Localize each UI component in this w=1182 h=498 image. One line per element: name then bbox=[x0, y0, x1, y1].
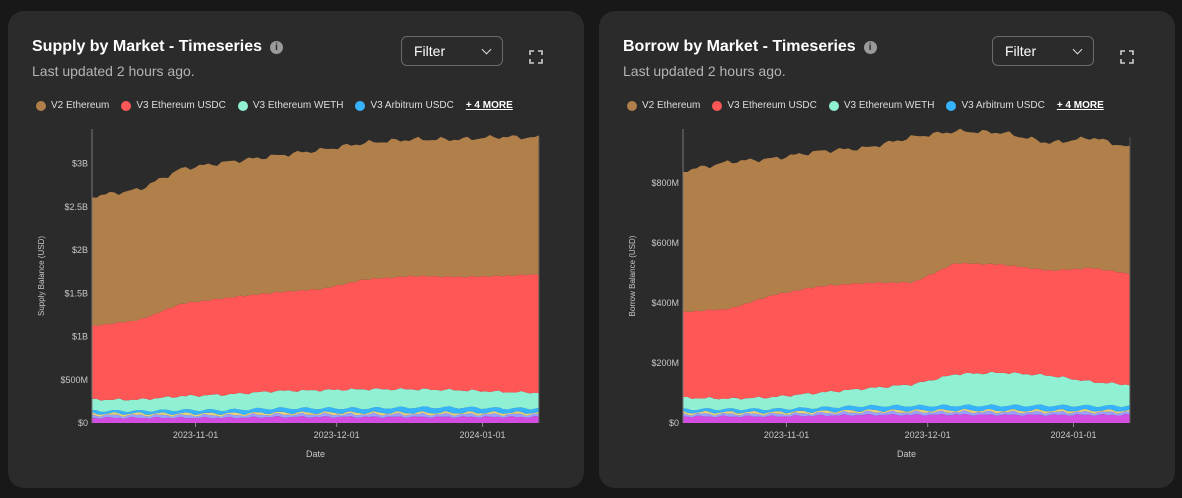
chart-legend: V2 Ethereum V3 Ethereum USDC V3 Ethereum… bbox=[36, 100, 513, 111]
y-tick-label: $1B bbox=[72, 332, 88, 342]
area-series-others-2 bbox=[92, 412, 539, 419]
legend-item[interactable]: V3 Ethereum USDC bbox=[712, 100, 817, 111]
supply-area-chart: $0 $500M $1B $1.5B $2B $2.5B $3B 2023-11-01 2023… bbox=[37, 129, 540, 459]
area-series-v3-ethereum-usdc bbox=[683, 262, 1130, 400]
y-tick-label: $400M bbox=[651, 298, 679, 308]
y-tick-label: $2B bbox=[72, 245, 88, 255]
expand-icon[interactable] bbox=[529, 50, 543, 64]
chart-legend: V2 Ethereum V3 Ethereum USDC V3 Ethereum… bbox=[627, 100, 1104, 111]
legend-swatch bbox=[36, 100, 46, 111]
y-tick-label: $800M bbox=[651, 178, 679, 188]
area-series-v3-arbitrum-usdc bbox=[683, 404, 1130, 414]
area-series-v3-ethereum-weth bbox=[92, 388, 539, 413]
legend-label: V3 Ethereum USDC bbox=[136, 100, 226, 111]
y-axis-label: Borrow Balance (USD) bbox=[628, 235, 637, 316]
borrow-area-chart: $0 $200M $400M $600M $800M 2023-11-01 2023-12-… bbox=[628, 128, 1131, 459]
chart-title: Supply by Market - Timeseries i bbox=[32, 38, 284, 56]
filter-label: Filter bbox=[414, 43, 446, 59]
x-tick-label: 2024-01-01 bbox=[460, 430, 506, 440]
legend-label: V3 Ethereum WETH bbox=[843, 100, 935, 111]
y-tick-label: $500M bbox=[60, 375, 88, 385]
y-tick-label: $1.5B bbox=[64, 288, 88, 298]
chart-subtitle: Last updated 2 hours ago. bbox=[623, 63, 786, 79]
x-tick-label: 2024-01-01 bbox=[1051, 430, 1097, 440]
legend-label: V3 Arbitrum USDC bbox=[370, 100, 454, 111]
area-series-others-3 bbox=[683, 408, 1130, 416]
legend-label: V3 Arbitrum USDC bbox=[961, 100, 1045, 111]
y-tick-label: $600M bbox=[651, 238, 679, 248]
y-tick-label: $200M bbox=[651, 358, 679, 368]
area-series-others-2 bbox=[683, 410, 1130, 418]
area-series-v2-ethereum bbox=[683, 128, 1130, 312]
legend-swatch bbox=[712, 100, 723, 111]
chart-subtitle: Last updated 2 hours ago. bbox=[32, 63, 195, 79]
legend-more-link[interactable]: + 4 MORE bbox=[465, 100, 513, 111]
legend-item[interactable]: V3 Arbitrum USDC bbox=[946, 100, 1045, 111]
y-tick-label: $0 bbox=[78, 418, 88, 428]
filter-dropdown[interactable]: Filter bbox=[992, 36, 1094, 66]
legend-swatch bbox=[627, 100, 637, 111]
legend-item[interactable]: V3 Arbitrum USDC bbox=[355, 100, 454, 111]
legend-more-link[interactable]: + 4 MORE bbox=[1056, 100, 1104, 111]
legend-swatch bbox=[121, 100, 132, 111]
x-tick-label: 2023-11-01 bbox=[173, 430, 218, 440]
area-series-v3-ethereum-weth bbox=[683, 371, 1130, 411]
x-tick-label: 2023-12-01 bbox=[314, 430, 360, 440]
expand-icon[interactable] bbox=[1120, 50, 1134, 64]
legend-item[interactable]: V3 Ethereum USDC bbox=[121, 100, 226, 111]
legend-label: V3 Ethereum WETH bbox=[252, 100, 344, 111]
y-tick-label: $3B bbox=[72, 159, 88, 169]
info-icon[interactable]: i bbox=[863, 41, 877, 54]
area-series-others bbox=[683, 413, 1130, 423]
x-axis-label: Date bbox=[306, 449, 325, 459]
area-series-v2-ethereum bbox=[92, 135, 539, 326]
legend-item[interactable]: V3 Ethereum WETH bbox=[828, 100, 935, 111]
legend-label: V3 Ethereum USDC bbox=[727, 100, 817, 111]
legend-swatch bbox=[828, 100, 839, 111]
x-tick-label: 2023-11-01 bbox=[764, 430, 809, 440]
info-icon[interactable]: i bbox=[270, 41, 284, 54]
legend-swatch bbox=[237, 100, 248, 111]
x-axis-label: Date bbox=[897, 449, 916, 459]
legend-swatch bbox=[355, 100, 366, 111]
filter-label: Filter bbox=[1005, 43, 1037, 59]
legend-item[interactable]: V2 Ethereum bbox=[36, 100, 109, 111]
filter-dropdown[interactable]: Filter bbox=[401, 36, 503, 66]
legend-label: V2 Ethereum bbox=[51, 100, 110, 111]
chart-title: Borrow by Market - Timeseries i bbox=[623, 38, 877, 56]
legend-label: V2 Ethereum bbox=[642, 100, 701, 111]
area-series-v3-ethereum-usdc bbox=[92, 274, 539, 401]
x-tick-label: 2023-12-01 bbox=[905, 430, 951, 440]
supply-chart-card: Supply by Market - Timeseries i Last upda… bbox=[8, 11, 584, 488]
legend-item[interactable]: V3 Ethereum WETH bbox=[237, 100, 344, 111]
y-tick-label: $0 bbox=[669, 418, 679, 428]
legend-item[interactable]: V2 Ethereum bbox=[627, 100, 700, 111]
area-series-v3-arbitrum-usdc bbox=[92, 406, 539, 415]
y-tick-label: $2.5B bbox=[64, 202, 88, 212]
legend-swatch bbox=[946, 100, 957, 111]
borrow-chart-card: Borrow by Market - Timeseries i Last upda… bbox=[599, 11, 1175, 488]
area-series-others bbox=[92, 415, 539, 423]
y-axis-label: Supply Balance (USD) bbox=[37, 236, 46, 316]
